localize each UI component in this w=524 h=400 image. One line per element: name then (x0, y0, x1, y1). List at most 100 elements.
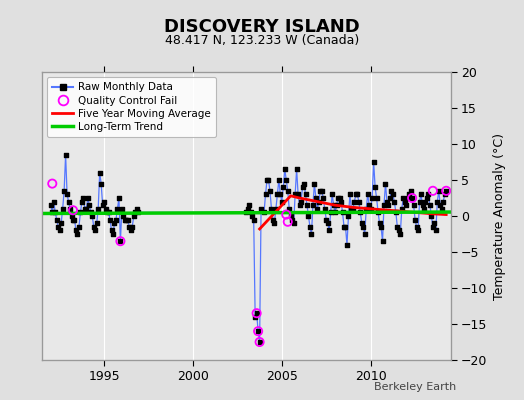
Point (68, 213, 76, 219)
Point (116, 238, 125, 244)
Point (328, 191, 336, 198)
Point (316, 188, 324, 194)
Point (63, 191, 71, 198)
Point (321, 206, 329, 212)
Point (408, 195, 417, 201)
Point (110, 220, 118, 226)
Point (253, 310, 261, 316)
Point (332, 202, 341, 208)
Point (352, 191, 360, 198)
Point (355, 198, 363, 205)
Point (106, 216, 114, 223)
Point (403, 195, 412, 201)
Point (418, 202, 427, 208)
Point (288, 216, 297, 223)
Point (283, 188, 292, 194)
Point (414, 227, 422, 234)
Point (339, 209, 347, 216)
Point (359, 224, 367, 230)
Point (260, 209, 268, 216)
Point (269, 216, 277, 223)
Point (292, 166, 301, 172)
Point (273, 191, 281, 198)
Point (365, 202, 374, 208)
Point (103, 209, 111, 216)
Point (343, 242, 351, 248)
Point (334, 195, 342, 201)
Point (278, 198, 286, 205)
Point (95, 170, 104, 176)
Point (330, 202, 338, 208)
Point (109, 231, 117, 237)
Point (48, 180, 57, 187)
Point (396, 231, 405, 237)
Point (280, 166, 289, 172)
Point (287, 213, 295, 219)
Point (405, 191, 413, 198)
Point (285, 206, 293, 212)
Point (255, 339, 264, 345)
Point (375, 220, 384, 226)
Point (69, 216, 77, 223)
Point (248, 213, 256, 219)
Point (52, 216, 61, 223)
Point (416, 198, 424, 205)
Point (275, 177, 283, 183)
Point (390, 198, 399, 205)
Point (307, 231, 315, 237)
Point (301, 191, 310, 198)
Point (340, 224, 348, 230)
Point (257, 206, 265, 212)
Point (113, 206, 122, 212)
Point (425, 202, 434, 208)
Point (347, 206, 356, 212)
Point (306, 224, 314, 230)
Point (362, 206, 370, 212)
Point (254, 328, 263, 334)
Point (124, 216, 132, 223)
Point (421, 198, 430, 205)
Point (369, 159, 378, 165)
Point (75, 224, 83, 230)
Point (94, 206, 102, 212)
Point (373, 195, 381, 201)
Point (51, 209, 59, 216)
Point (398, 206, 406, 212)
Point (255, 339, 264, 345)
Point (61, 152, 70, 158)
Y-axis label: Temperature Anomaly (°C): Temperature Anomaly (°C) (493, 132, 506, 300)
Point (380, 202, 388, 208)
Point (383, 198, 391, 205)
Point (377, 224, 385, 230)
Point (393, 224, 401, 230)
Point (429, 224, 437, 230)
Point (417, 191, 425, 198)
Point (348, 206, 357, 212)
Point (244, 206, 252, 212)
Point (366, 206, 375, 212)
Point (436, 202, 444, 208)
Point (434, 188, 443, 194)
Point (391, 209, 400, 216)
Point (266, 188, 274, 194)
Point (272, 206, 280, 212)
Point (90, 224, 98, 230)
Point (304, 213, 313, 219)
Point (310, 180, 319, 187)
Point (408, 195, 417, 201)
Point (411, 216, 419, 223)
Point (337, 198, 345, 205)
Point (66, 206, 74, 212)
Point (118, 206, 126, 212)
Point (294, 191, 302, 198)
Point (326, 209, 335, 216)
Point (64, 198, 73, 205)
Point (104, 209, 113, 216)
Point (112, 216, 120, 223)
Text: DISCOVERY ISLAND: DISCOVERY ISLAND (164, 18, 360, 36)
Point (47, 202, 55, 208)
Point (384, 202, 392, 208)
Point (409, 202, 418, 208)
Point (128, 224, 136, 230)
Point (125, 224, 134, 230)
